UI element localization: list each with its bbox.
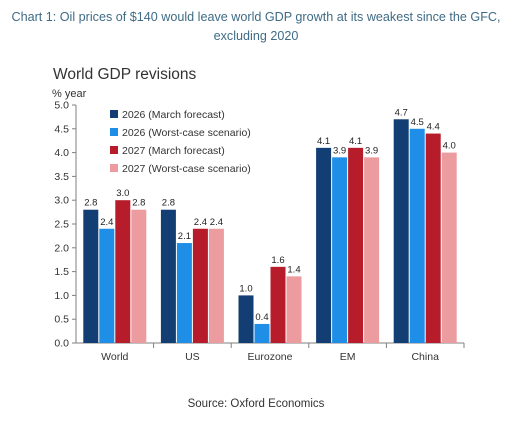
bar-value-label: 1.4 bbox=[287, 264, 300, 275]
bar-value-label: 2.4 bbox=[210, 217, 223, 228]
y-tick-label: 3.0 bbox=[54, 195, 69, 207]
legend-swatch bbox=[110, 164, 118, 172]
bar-value-label: 4.4 bbox=[427, 122, 440, 133]
bar bbox=[99, 228, 115, 343]
legend-label: 2026 (Worst-case scenario) bbox=[122, 127, 251, 139]
y-tick-label: 5.0 bbox=[54, 100, 69, 112]
legend-label: 2027 (Worst-case scenario) bbox=[122, 163, 251, 175]
bar bbox=[115, 200, 131, 343]
bar bbox=[364, 157, 380, 343]
bar-value-label: 2.4 bbox=[100, 217, 113, 228]
legend-label: 2026 (March forecast) bbox=[122, 109, 225, 121]
bar bbox=[208, 228, 224, 343]
y-tick-label: 4.0 bbox=[54, 147, 69, 159]
bar-value-label: 1.6 bbox=[271, 255, 284, 266]
bar-value-label: 4.1 bbox=[317, 136, 330, 147]
bar-value-label: 3.9 bbox=[365, 145, 378, 156]
bar-value-label: 2.8 bbox=[162, 198, 175, 209]
legend-swatch bbox=[110, 128, 118, 136]
gdp-revisions-chart: World GDP revisions % year 0.0 0.5 1.0 1.5 2… bbox=[52, 66, 465, 363]
y-tick-label: 1.5 bbox=[54, 266, 69, 278]
legend: 2026 (March forecast) 2026 (Worst-case sc… bbox=[110, 109, 251, 175]
y-tick-label: 0.5 bbox=[54, 314, 69, 326]
bar bbox=[83, 209, 99, 343]
chart-title: World GDP revisions bbox=[53, 66, 197, 83]
bar bbox=[192, 228, 208, 343]
legend-label: 2027 (March forecast) bbox=[122, 145, 225, 157]
bar bbox=[238, 295, 254, 343]
x-category-label: EM bbox=[340, 351, 356, 363]
bar bbox=[441, 152, 457, 343]
plot-area: 0.00.51.01.52.02.53.03.54.04.55.02.82.43… bbox=[54, 100, 465, 363]
y-tick-label: 1.0 bbox=[54, 290, 69, 302]
bar bbox=[160, 209, 176, 343]
x-category-label: World bbox=[101, 351, 128, 363]
x-category-label: US bbox=[185, 351, 200, 363]
x-category-label: Eurozone bbox=[248, 351, 293, 363]
x-category-label: China bbox=[411, 351, 439, 363]
bar bbox=[286, 276, 302, 343]
y-tick-label: 3.5 bbox=[54, 171, 69, 183]
chart-headline-line2: excluding 2020 bbox=[213, 29, 299, 43]
bar-value-label: 4.1 bbox=[349, 136, 362, 147]
chart-headline: Chart 1: Oil prices of $140 would leave … bbox=[0, 8, 512, 46]
bar-value-label: 3.9 bbox=[333, 145, 346, 156]
bar-value-label: 4.7 bbox=[395, 107, 408, 118]
bar-value-label: 2.4 bbox=[194, 217, 207, 228]
bar-value-label: 0.4 bbox=[255, 312, 268, 323]
bar-value-label: 4.0 bbox=[443, 141, 456, 152]
bar bbox=[332, 157, 348, 343]
bar bbox=[131, 209, 147, 343]
legend-swatch bbox=[110, 146, 118, 154]
bar-value-label: 3.0 bbox=[116, 188, 129, 199]
y-tick-label: 0.0 bbox=[54, 338, 69, 350]
bar-value-label: 1.0 bbox=[239, 283, 252, 294]
bar-value-label: 2.1 bbox=[178, 231, 191, 242]
bar bbox=[425, 133, 441, 343]
source-note: Source: Oxford Economics bbox=[187, 398, 325, 410]
bar bbox=[316, 147, 332, 343]
y-tick-label: 2.0 bbox=[54, 242, 69, 254]
bar-value-label: 4.5 bbox=[411, 117, 424, 128]
bar bbox=[270, 266, 286, 343]
bar bbox=[254, 323, 270, 343]
y-axis-label: % year bbox=[52, 88, 87, 100]
y-tick-label: 2.5 bbox=[54, 219, 69, 231]
bar bbox=[176, 243, 192, 343]
bar bbox=[409, 128, 425, 343]
legend-swatch bbox=[110, 110, 118, 118]
bar bbox=[393, 119, 409, 343]
bar-value-label: 2.8 bbox=[132, 198, 145, 209]
y-tick-label: 4.5 bbox=[54, 123, 69, 135]
chart-headline-line1: Chart 1: Oil prices of $140 would leave … bbox=[11, 10, 501, 24]
bar-value-label: 2.8 bbox=[84, 198, 97, 209]
bar bbox=[348, 147, 364, 343]
